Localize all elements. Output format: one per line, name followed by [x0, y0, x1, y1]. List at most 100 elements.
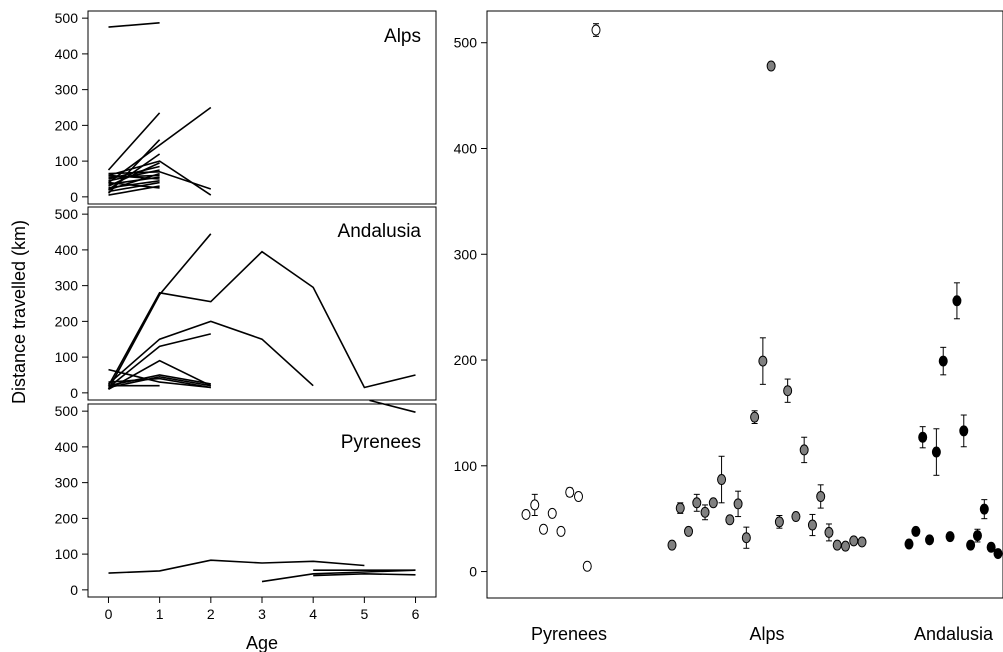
region-category-label: Andalusia: [914, 624, 994, 644]
andalusia-individual-line: [107, 233, 212, 390]
pyrenees-x-tick-label: 5: [360, 606, 368, 622]
data-point-pyrenees: [547, 507, 557, 519]
pyrenees-y-tick-label: 500: [55, 403, 79, 419]
data-point-alps: [717, 474, 727, 486]
pyrenees-x-tick-label: 1: [156, 606, 164, 622]
andalusia-y-tick-label: 400: [55, 242, 79, 258]
andalusia-y-tick-label: 0: [70, 385, 78, 401]
region-y-tick-label: 0: [469, 564, 477, 580]
data-point-andalusia: [904, 538, 914, 550]
pyrenees-y-tick-label: 300: [55, 475, 79, 491]
andalusia-individual-line: [108, 377, 211, 389]
alps-individual-line: [107, 112, 161, 171]
panel-alps: 0 100 200 300 400 500: [55, 10, 212, 205]
panel-pyrenees-title: Pyrenees: [341, 432, 421, 453]
data-point-alps: [832, 539, 842, 551]
pyrenees-y-tick-label: 400: [55, 439, 79, 455]
panel-andalusia-frame: [87, 206, 437, 401]
andalusia-individual-line: [108, 374, 211, 387]
data-point-alps: [857, 536, 867, 548]
panel-alps-title: Alps: [384, 26, 421, 47]
data-point-alps: [824, 526, 834, 538]
data-point-alps: [675, 502, 685, 514]
pyrenees-individual-line: [108, 559, 365, 574]
alps-individual-line: [108, 172, 160, 191]
data-point-andalusia: [918, 431, 928, 443]
data-point-pyrenees: [574, 490, 583, 502]
pyrenees-individual-line: [369, 399, 416, 413]
data-point-alps: [783, 385, 793, 397]
data-point-andalusia: [979, 503, 989, 515]
andalusia-individual-line: [107, 320, 314, 387]
andalusia-y-tick-label: 100: [55, 349, 79, 365]
alps-individual-line: [108, 160, 212, 196]
panel-pyrenees: 0 100 200 300 400 500 0 1 2 3 4 5 6: [55, 399, 420, 622]
andalusia-y-tick-label: 200: [55, 313, 79, 329]
panel-region-frame: [486, 10, 1003, 599]
data-point-andalusia: [945, 531, 955, 543]
data-point-pyrenees: [556, 525, 566, 537]
data-point-alps: [799, 444, 809, 456]
left-y-axis-label: Distance travelled (km): [9, 220, 29, 404]
data-point-alps: [791, 511, 801, 523]
region-y-tick-label: 300: [454, 246, 478, 262]
pyrenees-y-tick-label: 200: [55, 510, 79, 526]
alps-individual-line: [108, 181, 160, 189]
data-point-andalusia: [986, 541, 996, 553]
pyrenees-x-tick-label: 4: [309, 606, 317, 622]
andalusia-y-tick-label: 300: [55, 278, 79, 294]
alps-individual-line: [108, 22, 160, 28]
alps-individual-line: [108, 162, 160, 187]
alps-individual-line: [108, 169, 160, 182]
andalusia-individual-line: [108, 375, 211, 389]
data-point-alps: [766, 60, 776, 72]
data-point-alps: [741, 532, 751, 544]
andalusia-individual-line: [108, 368, 211, 389]
data-point-alps: [708, 497, 718, 509]
data-point-andalusia: [911, 525, 921, 537]
data-point-alps: [692, 497, 702, 509]
region-y-tick-label: 200: [454, 352, 478, 368]
data-point-alps: [684, 525, 694, 537]
data-point-alps: [758, 355, 768, 367]
data-point-pyrenees: [565, 486, 575, 498]
left-x-axis-label: Age: [246, 633, 278, 652]
pyrenees-y-tick-label: 0: [70, 582, 78, 598]
data-point-alps: [667, 539, 677, 551]
andalusia-y-tick-label: 500: [55, 206, 79, 222]
data-point-alps: [733, 498, 743, 510]
pyrenees-individual-line: [261, 569, 416, 583]
data-point-andalusia: [952, 295, 962, 307]
data-point-andalusia: [966, 539, 976, 551]
region-y-tick-label: 400: [454, 140, 478, 156]
andalusia-individual-line: [107, 250, 416, 389]
data-point-alps: [750, 411, 760, 423]
data-point-andalusia: [931, 446, 941, 458]
data-point-alps: [840, 540, 850, 552]
andalusia-individual-line: [108, 359, 212, 390]
pyrenees-x-tick-label: 0: [105, 606, 113, 622]
panel-alps-frame: [87, 10, 437, 205]
alps-y-tick-label: 0: [70, 189, 78, 205]
pyrenees-x-tick-label: 6: [412, 606, 420, 622]
data-point-alps: [700, 506, 710, 518]
pyrenees-individual-line: [313, 572, 416, 577]
data-point-andalusia: [959, 425, 969, 437]
pyrenees-x-tick-label: 2: [207, 606, 215, 622]
region-y-tick-label: 500: [454, 35, 478, 51]
data-point-pyrenees: [539, 523, 548, 535]
data-point-pyrenees: [521, 508, 531, 520]
panel-andalusia: 0 100 200 300 400 500: [55, 206, 416, 401]
data-point-alps: [849, 535, 859, 547]
data-point-alps: [725, 514, 735, 526]
data-point-alps: [816, 490, 826, 502]
data-point-andalusia: [938, 355, 948, 367]
alps-y-tick-label: 100: [55, 153, 79, 169]
alps-y-tick-label: 400: [55, 46, 79, 62]
region-category-label: Pyrenees: [531, 624, 607, 644]
region-y-tick-label: 100: [454, 458, 478, 474]
data-point-pyrenees: [591, 24, 601, 36]
alps-y-tick-label: 500: [55, 10, 79, 26]
data-point-alps: [774, 516, 784, 528]
